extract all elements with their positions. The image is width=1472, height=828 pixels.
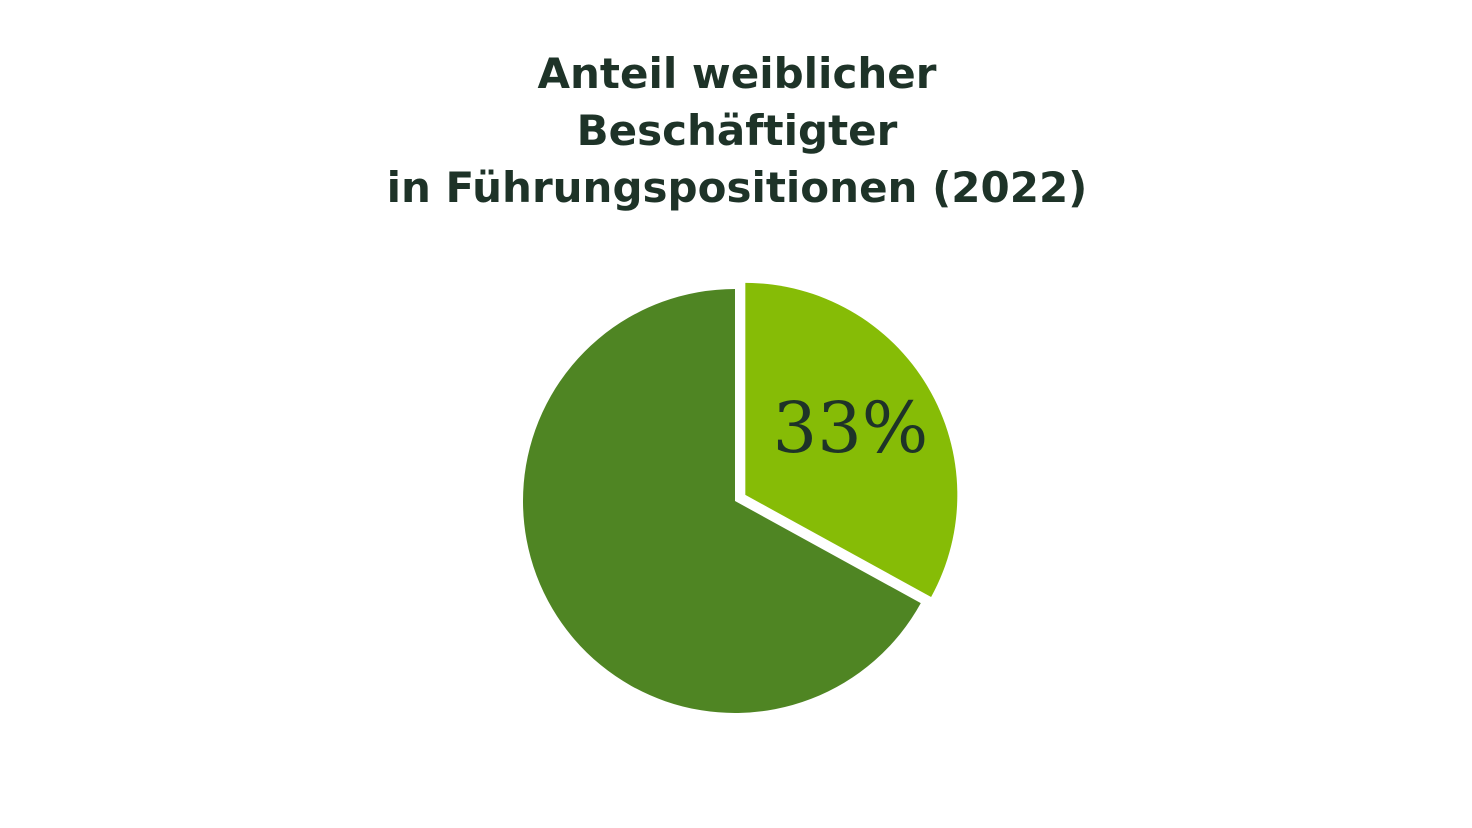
chart-title: in Führungspositionen (2022) [387,163,1088,212]
pie-slice [523,289,921,714]
pie-slice [745,282,958,598]
chart-title: Anteil weiblicher [538,49,937,98]
data-label: 33% [773,387,929,469]
pie: 33% [523,282,958,714]
title-group: Anteil weiblicher Beschäftigter in Führung… [387,49,1088,212]
chart-title: Beschäftigter [577,106,898,155]
